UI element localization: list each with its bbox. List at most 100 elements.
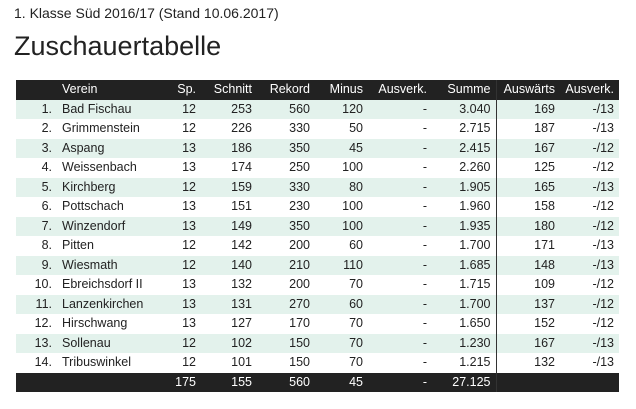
cell-ausverk-away: -/13 bbox=[592, 101, 614, 116]
table-row: 5. Kirchberg 12 159 330 80 -1.905 165 -/13 bbox=[16, 177, 619, 197]
column-header-ausverk[interactable]: Ausverk. bbox=[378, 82, 427, 96]
cell-minus: 120 bbox=[342, 101, 363, 116]
cell-summe: 2.260 bbox=[432, 158, 497, 178]
table-row: 6. Pottschach 13 151 230 100 -1.960 158 -/12 bbox=[16, 197, 619, 217]
cell-verein: Pitten bbox=[62, 238, 94, 252]
cell-summe: 1.650 bbox=[432, 314, 497, 334]
cell-verein: Wiesmath bbox=[62, 257, 118, 272]
cell-verein: Grimmenstein bbox=[62, 121, 140, 135]
cell-summe: 1.700 bbox=[432, 236, 497, 256]
cell-summe: 1.715 bbox=[432, 275, 497, 295]
cell-auswaerts: 152 bbox=[534, 316, 555, 330]
cell-sp: 12 bbox=[182, 335, 196, 350]
totals-rekord: 560 bbox=[289, 374, 310, 389]
table-row: 7. Winzendorf 13 149 350 100 -1.935 180 -/12 bbox=[16, 216, 619, 236]
cell-rank: 1. bbox=[41, 101, 52, 116]
cell-ausverk-away: -/13 bbox=[592, 121, 614, 135]
column-header-minus[interactable]: Minus bbox=[329, 82, 363, 96]
cell-rekord: 330 bbox=[289, 121, 310, 135]
cell-summe: 1.905 bbox=[432, 177, 497, 197]
cell-minus: 100 bbox=[342, 218, 363, 233]
table-row: 12. Hirschwang 13 127 170 70 -1.650 152 -/12 bbox=[16, 314, 619, 334]
column-header-auswaerts[interactable]: Auswärts bbox=[503, 82, 555, 96]
cell-verein: Weissenbach bbox=[62, 160, 137, 174]
cell-schnitt: 140 bbox=[231, 257, 252, 272]
cell-ausverk-away: -/12 bbox=[592, 140, 614, 155]
column-header-ausverk-away[interactable]: Ausverk. bbox=[565, 82, 614, 96]
cell-auswaerts: 125 bbox=[534, 160, 555, 174]
cell-schnitt: 226 bbox=[231, 121, 252, 135]
cell-sp: 13 bbox=[182, 218, 196, 233]
cell-rank: 7. bbox=[41, 218, 52, 233]
cell-sp: 12 bbox=[182, 121, 196, 135]
cell-summe: 1.700 bbox=[432, 294, 497, 314]
cell-auswaerts: 137 bbox=[534, 296, 555, 311]
cell-schnitt: 186 bbox=[231, 140, 252, 155]
column-header-verein[interactable]: Verein bbox=[62, 82, 98, 96]
totals-rank-cell bbox=[16, 373, 57, 393]
cell-rank: 12. bbox=[34, 316, 52, 330]
cell-schnitt: 127 bbox=[231, 316, 252, 330]
cell-minus: 100 bbox=[342, 199, 363, 213]
cell-sp: 13 bbox=[182, 140, 196, 155]
table-row: 2. Grimmenstein 12 226 330 50 -2.715 187 -/13 bbox=[16, 119, 619, 139]
cell-ausverk-away: -/13 bbox=[592, 179, 614, 194]
table-row: 14. Tribuswinkel 12 101 150 70 -1.215 132 -/13 bbox=[16, 353, 619, 373]
cell-summe: 1.935 bbox=[432, 216, 497, 236]
cell-verein: Kirchberg bbox=[62, 179, 116, 194]
cell-sp: 13 bbox=[182, 277, 196, 291]
cell-sp: 13 bbox=[182, 296, 196, 311]
cell-ausverk: - bbox=[422, 101, 427, 116]
table-body: 1. Bad Fischau 12 253 560 120-3.040 169 -/13 2. G… bbox=[16, 99, 619, 373]
cell-rekord: 250 bbox=[289, 160, 310, 174]
cell-minus: 70 bbox=[349, 316, 363, 330]
cell-sp: 13 bbox=[182, 199, 196, 213]
cell-sp: 12 bbox=[182, 238, 196, 252]
cell-rank: 13. bbox=[34, 335, 52, 350]
cell-ausverk: - bbox=[422, 121, 427, 135]
cell-rank: 3. bbox=[41, 140, 52, 155]
cell-auswaerts: 169 bbox=[534, 101, 555, 116]
cell-verein: Tribuswinkel bbox=[62, 355, 132, 369]
table-row: 10. Ebreichsdorf II 13 132 200 70 -1.715 109 -/1… bbox=[16, 275, 619, 295]
cell-ausverk: - bbox=[422, 277, 427, 291]
column-header-sp[interactable]: Sp. bbox=[177, 82, 196, 96]
cell-ausverk: - bbox=[422, 179, 427, 194]
table-row: 8. Pitten 12 142 200 60 -1.700 171 -/13 bbox=[16, 236, 619, 256]
cell-rank: 4. bbox=[41, 160, 52, 174]
cell-rank: 6. bbox=[41, 199, 52, 213]
cell-rekord: 560 bbox=[289, 101, 310, 116]
table-row: 1. Bad Fischau 12 253 560 120 -3.040 169 -/13 bbox=[16, 99, 619, 119]
column-header-rekord[interactable]: Rekord bbox=[269, 82, 310, 96]
cell-rekord: 170 bbox=[289, 316, 310, 330]
cell-rekord: 350 bbox=[289, 218, 310, 233]
cell-summe: 1.230 bbox=[432, 333, 497, 353]
column-header-summe[interactable]: Summe bbox=[432, 80, 497, 100]
table-row: 11. Lanzenkirchen 13 131 270 60 -1.700 137 -/12 bbox=[16, 294, 619, 314]
cell-ausverk: - bbox=[422, 199, 427, 213]
cell-rekord: 350 bbox=[289, 140, 310, 155]
cell-verein: Winzendorf bbox=[62, 218, 126, 233]
cell-ausverk: - bbox=[422, 218, 427, 233]
cell-verein: Bad Fischau bbox=[62, 101, 132, 116]
cell-verein: Pottschach bbox=[62, 199, 124, 213]
cell-sp: 13 bbox=[182, 316, 196, 330]
table-header-row: Verein Sp. Schnitt Rekord Minus Ausverk.… bbox=[16, 80, 619, 100]
cell-ausverk: - bbox=[422, 140, 427, 155]
cell-auswaerts: 167 bbox=[534, 335, 555, 350]
cell-minus: 50 bbox=[349, 121, 363, 135]
cell-sp: 13 bbox=[182, 160, 196, 174]
cell-ausverk: - bbox=[422, 257, 427, 272]
table-row: 9. Wiesmath 12 140 210 110 -1.685 148 -/13 bbox=[16, 255, 619, 275]
cell-summe: 2.415 bbox=[432, 138, 497, 158]
page-subtitle: 1. Klasse Süd 2016/17 (Stand 10.06.2017) bbox=[14, 5, 279, 21]
cell-verein: Hirschwang bbox=[62, 316, 128, 330]
cell-ausverk-away: -/13 bbox=[592, 257, 614, 272]
table-row: 3. Aspang 13 186 350 45 -2.415 167 -/12 bbox=[16, 138, 619, 158]
column-header-schnitt[interactable]: Schnitt bbox=[213, 82, 252, 96]
cell-rekord: 200 bbox=[289, 238, 310, 252]
cell-auswaerts: 158 bbox=[534, 199, 555, 213]
cell-ausverk: - bbox=[422, 335, 427, 350]
cell-sp: 12 bbox=[182, 257, 196, 272]
cell-schnitt: 174 bbox=[231, 160, 252, 174]
